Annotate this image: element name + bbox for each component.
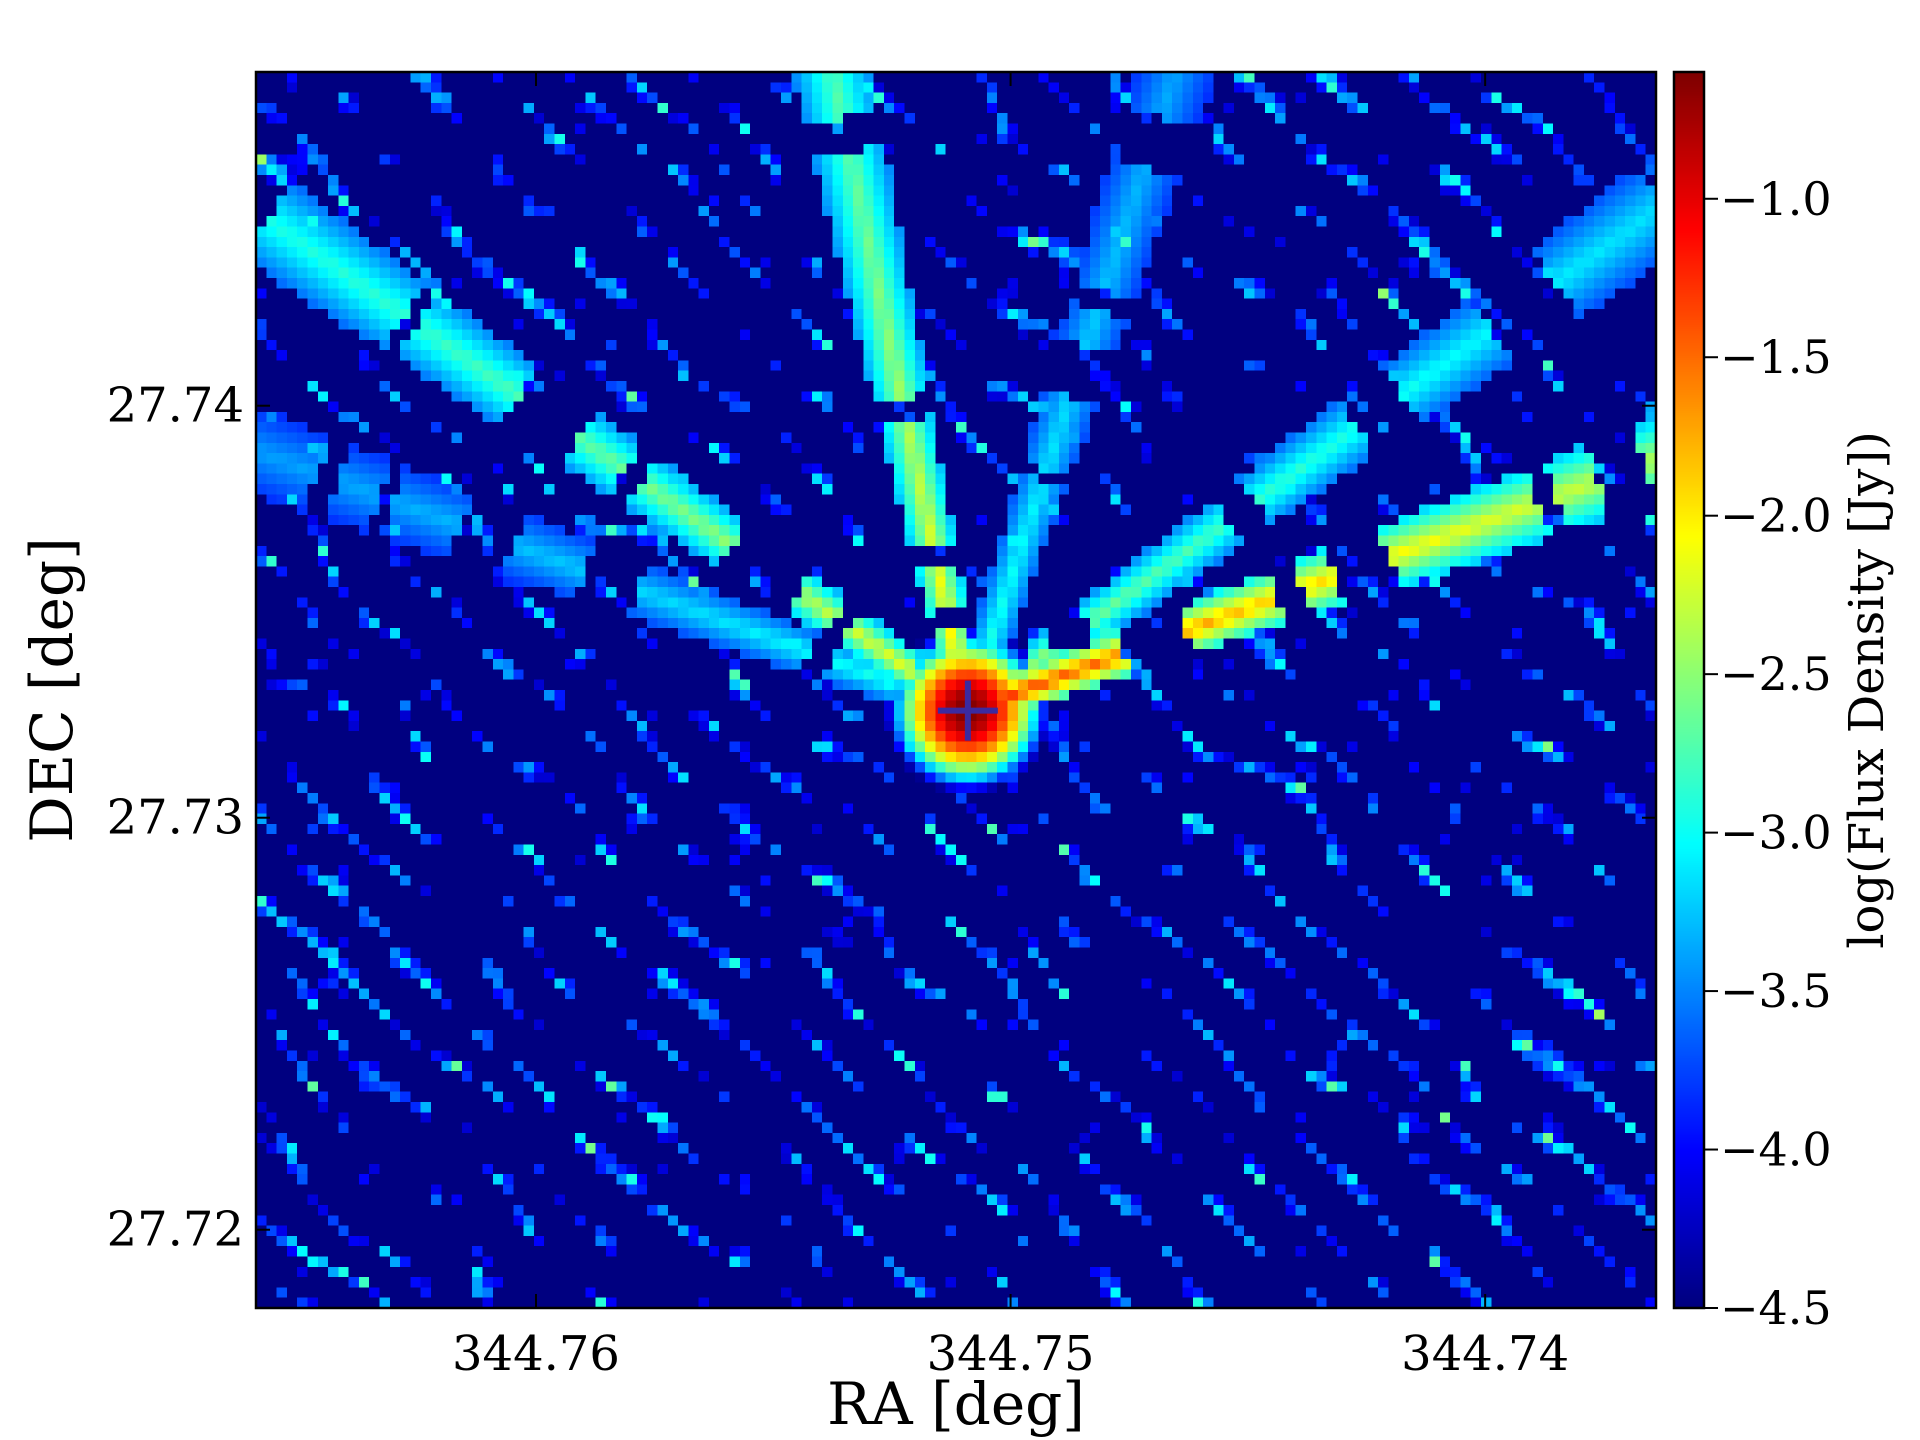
colorbar-ticks: −1.0 −1.5 −2.0 −2.5 −3.0 −3.5 −4.0 −4.5: [1704, 172, 1832, 1335]
y-axis-ticks: 27.74 27.73 27.72: [107, 378, 1656, 1258]
colorbar-label: log(Flux Density [Jy]): [1839, 431, 1895, 949]
y-axis-label: DEC [deg]: [18, 537, 86, 843]
y-tick-label: 27.72: [107, 1202, 244, 1258]
colorbar-tick-label: −1.0: [1720, 172, 1832, 226]
heatmap-plot: 344.76 344.75 344.74 27.74 27.73 27.72: [107, 70, 1658, 1382]
colorbar-tick-label: −2.0: [1720, 489, 1832, 543]
heatmap-image: [256, 72, 1656, 1308]
colorbar-tick-label: −2.5: [1720, 647, 1832, 701]
colorbar-tick-label: −4.5: [1720, 1281, 1832, 1335]
colorbar-frame: [1672, 70, 1706, 1310]
colorbar-tick-label: −3.0: [1720, 806, 1832, 860]
y-tick-label: 27.74: [107, 378, 244, 434]
x-axis-ticks: 344.76 344.75 344.74: [452, 72, 1569, 1382]
x-tick-label: 344.76: [452, 1326, 620, 1382]
x-tick-label: 344.75: [927, 1326, 1095, 1382]
colorbar-tick-label: −1.5: [1720, 330, 1832, 384]
colorbar-tick-label: −4.0: [1720, 1123, 1832, 1177]
x-axis-label: RA [deg]: [827, 1370, 1085, 1438]
colorbar: −1.0 −1.5 −2.0 −2.5 −3.0 −3.5 −4.0 −4.5: [1672, 70, 1832, 1335]
y-tick-label: 27.73: [107, 790, 244, 846]
x-tick-label: 344.74: [1401, 1326, 1569, 1382]
plot-frame: [254, 70, 1658, 1310]
colorbar-tick-label: −3.5: [1720, 964, 1832, 1018]
source-marker: [937, 680, 998, 741]
colorbar-gradient: [1674, 72, 1704, 1308]
